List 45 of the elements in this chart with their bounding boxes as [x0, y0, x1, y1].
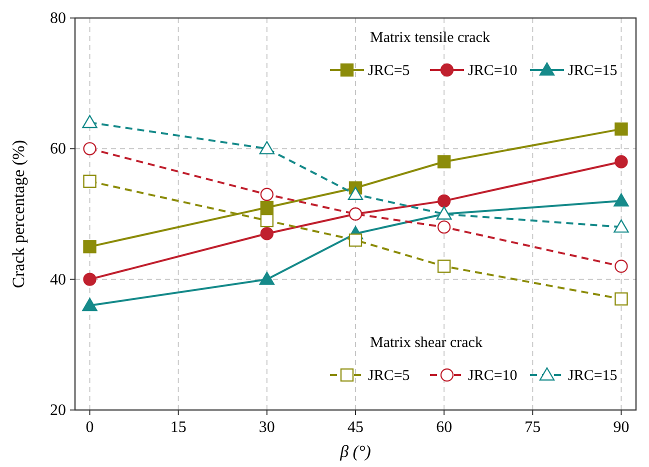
- point: [437, 155, 451, 168]
- point: [437, 220, 451, 234]
- annotation: Matrix shear crack: [370, 335, 483, 351]
- y-axis-title: Crack percentage (%): [9, 140, 28, 288]
- annotation: Matrix tensile crack: [370, 30, 490, 46]
- legend-label: JRC=10: [468, 368, 518, 384]
- point: [614, 292, 628, 306]
- point: [82, 114, 98, 128]
- x-tick-label: 75: [524, 419, 541, 436]
- point: [614, 260, 628, 273]
- point: [259, 141, 275, 154]
- point: [348, 234, 362, 247]
- point: [83, 240, 96, 254]
- point: [82, 298, 98, 312]
- point: [260, 200, 274, 214]
- legend-label: JRC=5: [368, 63, 410, 79]
- x-tick-label: 0: [86, 419, 94, 436]
- x-tick-label: 60: [436, 419, 452, 436]
- point: [614, 155, 628, 168]
- legend-label: JRC=5: [368, 368, 410, 384]
- y-tick-label: 40: [50, 271, 66, 288]
- x-axis-title: β (°): [339, 442, 372, 461]
- point: [260, 188, 274, 201]
- point: [83, 142, 96, 156]
- x-tick-label: 30: [258, 419, 275, 436]
- point: [260, 227, 274, 240]
- y-tick-label: 80: [50, 10, 66, 27]
- point: [260, 214, 274, 228]
- point: [614, 193, 629, 207]
- legend-label: JRC=10: [468, 63, 518, 79]
- y-tick-label: 60: [50, 140, 66, 158]
- point: [83, 272, 96, 286]
- legend-label: JRC=15: [568, 368, 618, 384]
- x-tick-label: 45: [348, 419, 364, 436]
- point: [437, 194, 451, 208]
- x-tick-label: 90: [613, 419, 630, 436]
- point: [348, 186, 364, 200]
- x-tick-label: 15: [170, 419, 186, 436]
- point: [437, 260, 451, 273]
- legend-label: JRC=15: [568, 63, 618, 79]
- point: [259, 272, 275, 285]
- point: [614, 219, 629, 233]
- point: [83, 174, 96, 188]
- point: [614, 122, 628, 136]
- y-tick-label: 20: [50, 402, 66, 419]
